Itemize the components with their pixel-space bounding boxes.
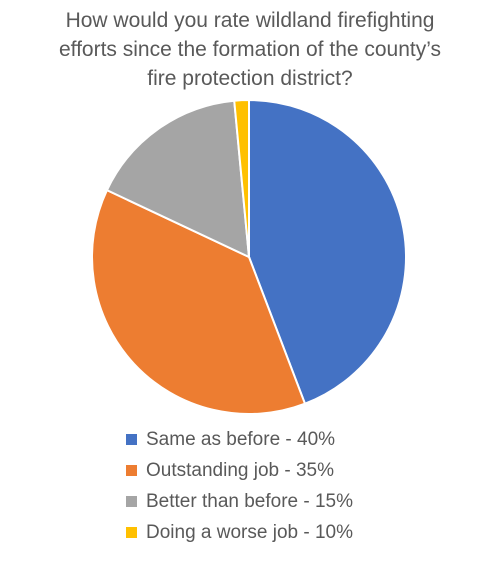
slice-better-than-before xyxy=(105,99,251,259)
chart-title-line-1: How would you rate wildland firefighting xyxy=(65,9,435,32)
legend-item-outstanding-job: Outstanding job - 35% xyxy=(126,455,353,486)
pie-slices xyxy=(91,98,407,415)
legend-swatch-same-as-before xyxy=(126,434,137,445)
legend-label-outstanding-job: Outstanding job - 35% xyxy=(146,459,335,481)
legend-item-same-as-before: Same as before - 40% xyxy=(126,424,353,455)
legend-swatch-better-than-before xyxy=(126,496,137,507)
legend-swatch-outstanding-job xyxy=(126,465,137,476)
legend-label-same-as-before: Same as before - 40% xyxy=(146,428,336,450)
chart-title-line-3: fire protection district? xyxy=(147,67,353,90)
chart-title-line-2: efforts since the formation of the count… xyxy=(58,38,442,61)
legend-swatch-doing-a-worse-job xyxy=(126,527,137,538)
chart-title: How would you rate wildland firefighting… xyxy=(20,6,480,93)
legend-label-better-than-before: Better than before - 15% xyxy=(146,490,354,512)
legend: Same as before - 40% Outstanding job - 3… xyxy=(126,424,353,548)
legend-label-doing-a-worse-job: Doing a worse job - 10% xyxy=(146,521,353,543)
legend-item-better-than-before: Better than before - 15% xyxy=(126,486,353,517)
slice-doing-a-worse-job xyxy=(233,98,250,258)
slice-outstanding-job xyxy=(91,188,307,415)
slice-same-as-before xyxy=(248,98,407,405)
pie-chart xyxy=(91,98,407,415)
legend-item-doing-a-worse-job: Doing a worse job - 10% xyxy=(126,517,353,548)
